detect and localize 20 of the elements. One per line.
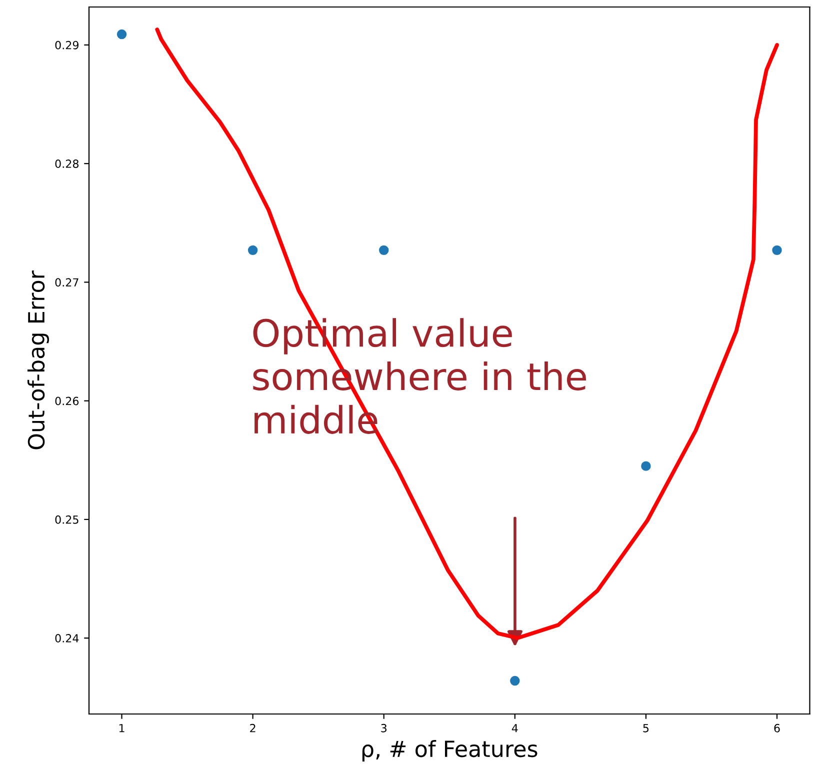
x-tick-label: 6: [774, 724, 780, 732]
point: [378, 245, 389, 256]
y-axis-title: Out-of-bag Error: [27, 270, 49, 450]
x-tick-label: 4: [512, 724, 518, 732]
x-tick-label: 2: [250, 724, 256, 732]
y-tick-label: 0.27: [55, 278, 78, 287]
point: [510, 676, 520, 686]
y-tick-label: 0.26: [55, 396, 79, 406]
y-tick-label: 0.28: [55, 160, 79, 168]
point: [116, 29, 127, 40]
point: [772, 245, 782, 256]
x-axis-title: ρ, # of Features: [362, 740, 538, 762]
y-tick-label: 0.29: [55, 40, 78, 50]
point: [248, 245, 258, 256]
x-tick-label: 5: [643, 724, 649, 732]
x-tick-label: 1: [119, 724, 124, 732]
y-tick-label: 0.25: [55, 515, 78, 524]
point: [641, 461, 651, 471]
y-tick-label: 0.24: [55, 634, 79, 642]
x-tick-label: 3: [381, 724, 386, 732]
